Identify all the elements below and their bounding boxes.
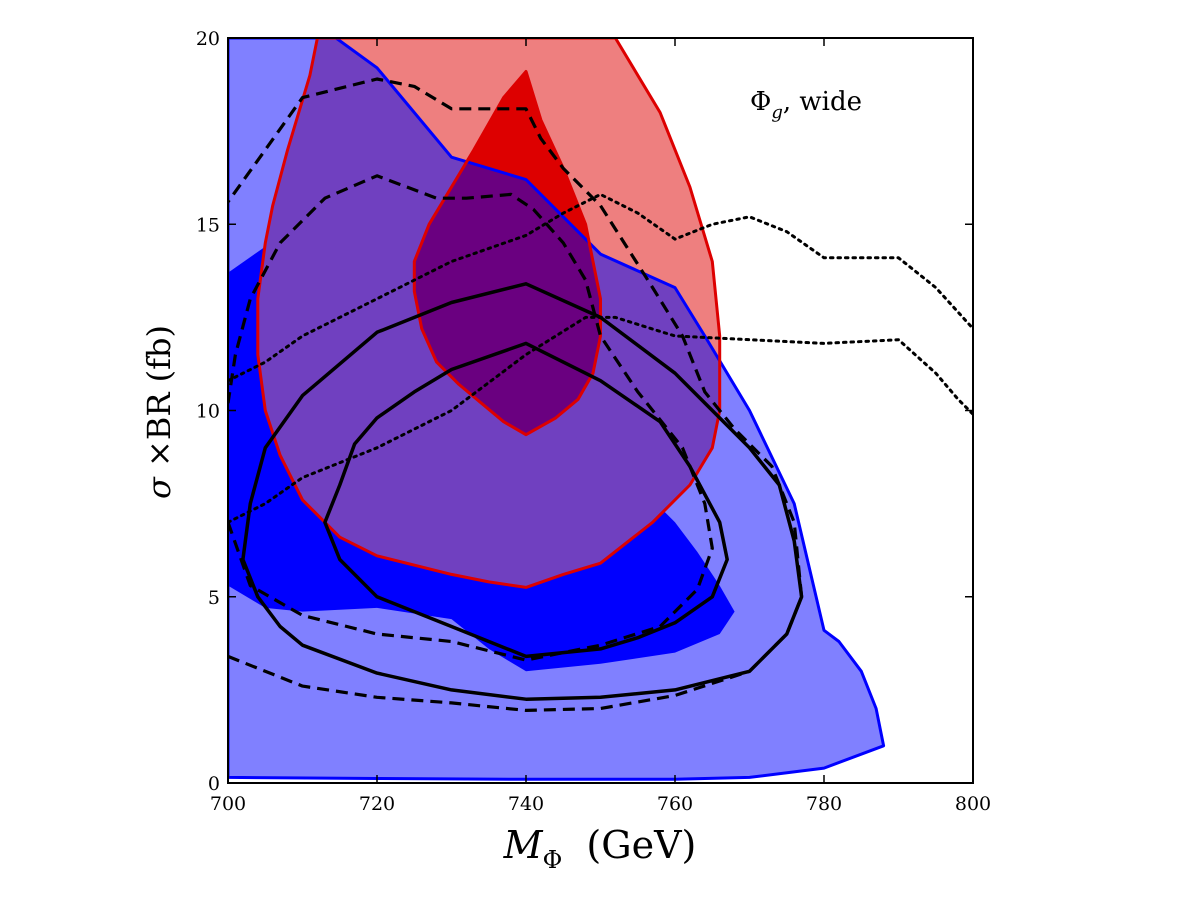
line-black-dotted-upper [228, 192, 973, 383]
axis-ticks: 700 720 740 760 780 800 0 5 10 15 20 [196, 28, 991, 815]
y-tick-label-0: 0 [208, 773, 220, 795]
x-tick-label-760: 760 [657, 793, 693, 815]
y-axis-title: σ ×BR (fb) [140, 325, 178, 499]
x-tick-label-800: 800 [955, 793, 991, 815]
plot-area [228, 38, 973, 781]
y-tick-label-20: 20 [196, 28, 220, 50]
line-black-solid-inner [323, 341, 729, 659]
y-tick-label-5: 5 [208, 587, 220, 609]
x-tick-label-720: 720 [359, 793, 395, 815]
contour-lines [228, 77, 973, 713]
line-black-dotted-lower [228, 315, 973, 524]
annotation-label: Φg, wide [750, 87, 862, 123]
x-tick-label-700: 700 [210, 793, 246, 815]
edge-red-inner [412, 70, 602, 437]
y-tick-label-10: 10 [196, 401, 220, 423]
line-black-solid-outer [241, 282, 804, 701]
edge-blue-outer [228, 38, 886, 781]
region-edges [228, 38, 886, 781]
x-axis-title: MΦ (GeV) [503, 823, 697, 874]
x-tick-label-740: 740 [508, 793, 544, 815]
edge-red-outer [256, 38, 722, 589]
y-tick-label-15: 15 [196, 214, 220, 236]
x-tick-label-780: 780 [806, 793, 842, 815]
line-black-dashed-inner [228, 174, 714, 662]
line-black-dashed-outer [228, 77, 804, 713]
